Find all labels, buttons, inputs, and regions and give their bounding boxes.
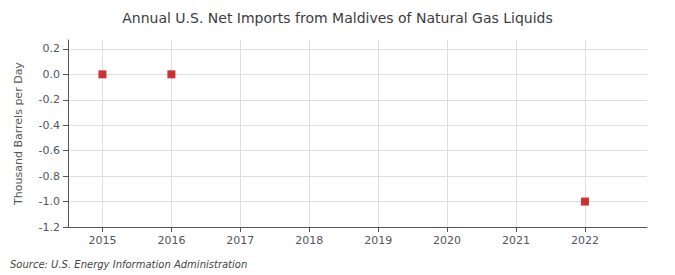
svg-text:2018: 2018 [295, 234, 323, 247]
svg-text:Annual U.S. Net Imports from M: Annual U.S. Net Imports from Maldives of… [122, 10, 553, 26]
svg-text:2022: 2022 [571, 234, 599, 247]
svg-text:-1.2: -1.2 [39, 221, 60, 234]
svg-text:2016: 2016 [157, 234, 185, 247]
svg-text:-0.6: -0.6 [39, 144, 60, 157]
svg-text:-0.4: -0.4 [39, 119, 60, 132]
svg-text:2015: 2015 [88, 234, 116, 247]
svg-text:Source: U.S. Energy Informatio: Source: U.S. Energy Information Administ… [10, 259, 247, 270]
svg-text:2020: 2020 [433, 234, 461, 247]
svg-text:-0.2: -0.2 [39, 93, 60, 106]
svg-text:2021: 2021 [502, 234, 530, 247]
svg-text:Thousand Barrels per Day: Thousand Barrels per Day [12, 62, 25, 206]
svg-text:2019: 2019 [364, 234, 392, 247]
svg-text:0.0: 0.0 [43, 68, 61, 81]
svg-text:-0.8: -0.8 [39, 170, 60, 183]
svg-text:-1.0: -1.0 [39, 195, 60, 208]
svg-text:2017: 2017 [226, 234, 254, 247]
svg-text:0.2: 0.2 [43, 42, 61, 55]
